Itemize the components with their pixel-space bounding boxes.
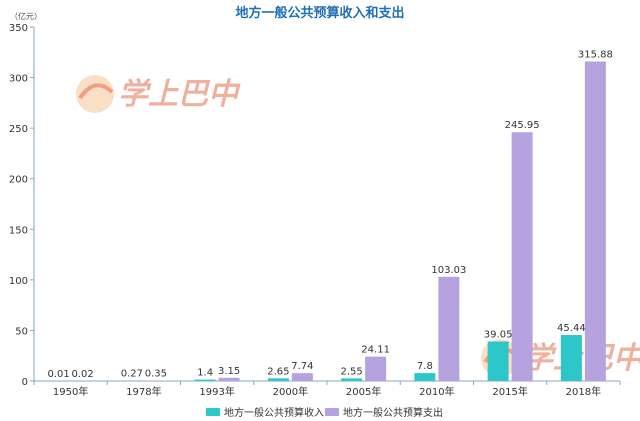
svg-text:学上巴中: 学上巴中 bbox=[118, 77, 241, 112]
y-tick-label: 0 bbox=[22, 377, 28, 388]
y-tick-label: 350 bbox=[9, 23, 28, 34]
y-tick-label: 200 bbox=[9, 175, 28, 186]
bar-series-2 bbox=[584, 61, 606, 381]
y-axis: 0 50 100 150 200 250 300 350 bbox=[9, 23, 35, 388]
bar-series-1 bbox=[267, 378, 289, 381]
data-label-series-1: 45.44 bbox=[557, 323, 586, 334]
bar-series-2 bbox=[365, 356, 387, 381]
x-tick-label: 2005年 bbox=[346, 385, 381, 398]
data-label-series-2: 103.03 bbox=[431, 265, 466, 276]
data-label-series-2: 245.95 bbox=[505, 120, 540, 131]
bar-series-2 bbox=[511, 132, 533, 381]
data-label-series-1: 0.27 bbox=[121, 369, 143, 380]
bar-series-1 bbox=[194, 379, 216, 381]
x-tick-label: 2000年 bbox=[273, 385, 308, 398]
data-label-series-2: 0.02 bbox=[71, 369, 93, 380]
data-label-series-2: 315.88 bbox=[578, 50, 613, 61]
x-tick-label: 1978年 bbox=[126, 385, 161, 398]
x-axis: 1950年 1978年 1993年 2000年 2005年 2010年 2015年 2018年 bbox=[33, 380, 621, 398]
y-tick-label: 250 bbox=[9, 124, 28, 135]
bar-series-2 bbox=[291, 373, 313, 381]
data-label-series-2: 7.74 bbox=[291, 361, 313, 372]
data-label-series-1: 2.65 bbox=[267, 366, 289, 377]
data-label-series-1: 39.05 bbox=[484, 330, 513, 341]
y-axis-unit-label: （亿元） bbox=[10, 11, 42, 21]
bar-series-2 bbox=[218, 377, 240, 381]
bars bbox=[48, 61, 606, 381]
bar-series-1 bbox=[560, 335, 582, 381]
legend-swatch bbox=[325, 408, 339, 416]
data-labels: 0.01 0.27 1.4 2.65 2.55 7.8 39.05 45.44 0.02 0.35… bbox=[47, 50, 612, 380]
x-tick-label: 1993年 bbox=[199, 385, 234, 398]
data-label-series-1: 1.4 bbox=[197, 368, 213, 379]
bar-series-1 bbox=[487, 341, 509, 381]
data-label-series-1: 2.55 bbox=[340, 366, 362, 377]
legend: 地方一般公共预算收入 地方一般公共预算支出 bbox=[206, 406, 443, 419]
legend-label: 地方一般公共预算支出 bbox=[343, 406, 443, 419]
legend-label: 地方一般公共预算收入 bbox=[224, 406, 324, 419]
x-tick-label: 2018年 bbox=[566, 385, 601, 398]
data-label-series-1: 0.01 bbox=[47, 369, 69, 380]
chart-title: 地方一般公共预算收入和支出 bbox=[235, 5, 404, 21]
bar-series-1 bbox=[414, 373, 436, 381]
watermark-top: 学上巴中 bbox=[76, 75, 241, 113]
data-label-series-2: 3.15 bbox=[218, 366, 240, 377]
y-tick-label: 100 bbox=[9, 276, 28, 287]
bar-series-2 bbox=[438, 276, 460, 381]
legend-swatch bbox=[206, 408, 220, 416]
x-tick-label: 1950年 bbox=[53, 385, 88, 398]
bar-series-1 bbox=[341, 378, 363, 381]
y-tick-label: 50 bbox=[15, 326, 28, 337]
x-tick-label: 2010年 bbox=[419, 385, 454, 398]
data-label-series-1: 7.8 bbox=[417, 361, 433, 372]
data-label-series-2: 24.11 bbox=[361, 345, 390, 356]
x-tick-label: 2015年 bbox=[492, 385, 527, 398]
y-tick-label: 150 bbox=[9, 225, 28, 236]
y-tick-label: 300 bbox=[9, 74, 28, 85]
data-label-series-2: 0.35 bbox=[145, 369, 167, 380]
